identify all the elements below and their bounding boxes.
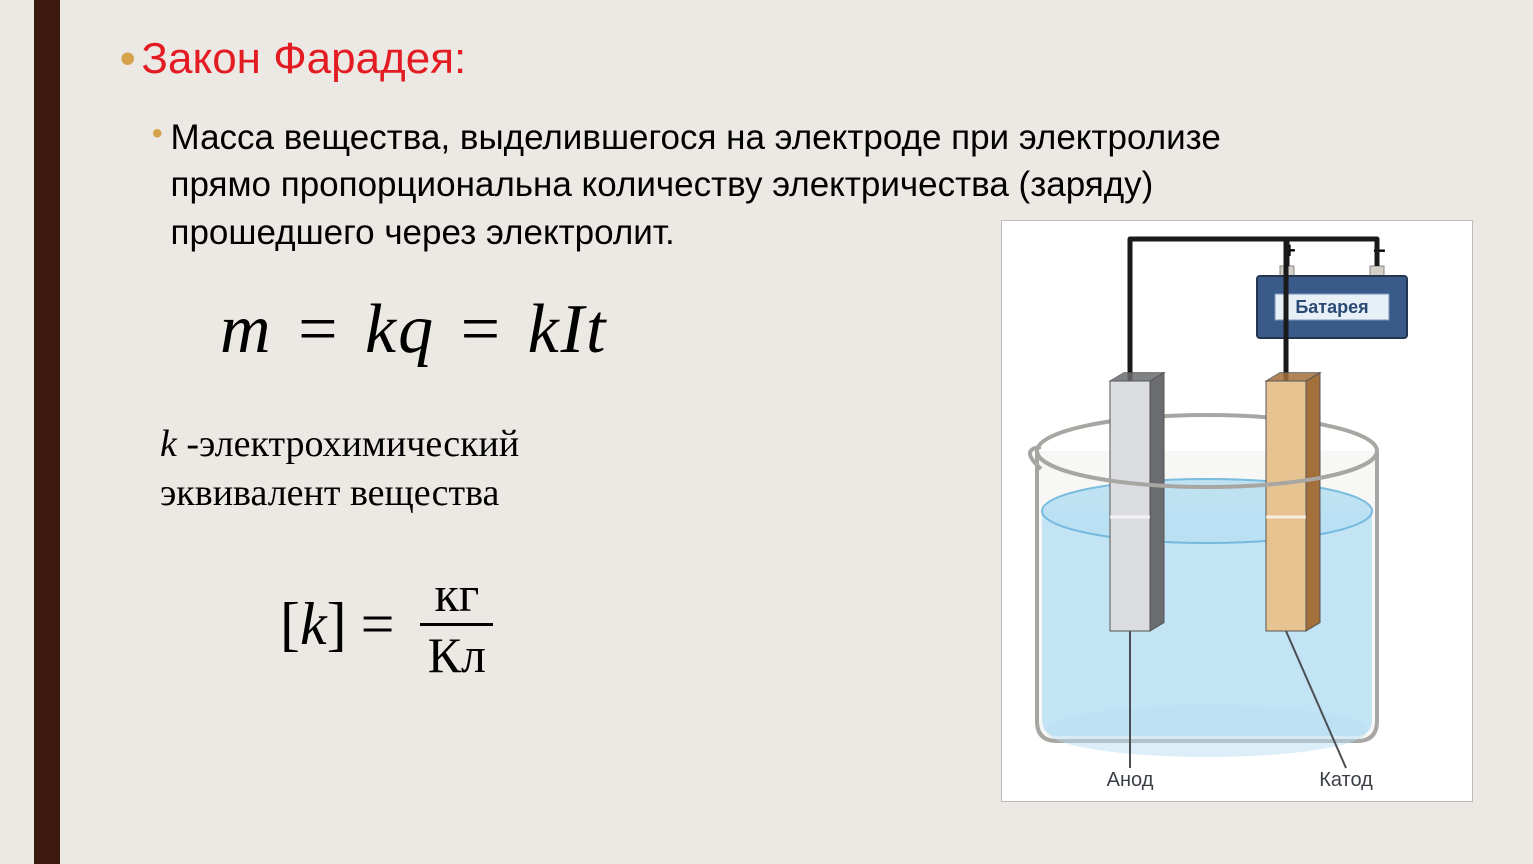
k-desc-line1: -электрохимический	[177, 423, 519, 465]
equals-sign: =	[347, 590, 409, 659]
electrolysis-diagram: +−БатареяАнодКатод	[1001, 220, 1473, 802]
k-desc-line2: эквивалент вещества	[160, 472, 499, 514]
equals-sign: =	[292, 291, 345, 368]
svg-text:Катод: Катод	[1319, 769, 1373, 791]
accent-bar	[34, 0, 60, 864]
formula-kq: kq	[365, 291, 435, 368]
unit-fraction: кг Кл	[420, 569, 493, 680]
bullet-icon: •	[120, 37, 135, 81]
formula-kit: kIt	[528, 291, 608, 368]
slide-title: Закон Фарадея:	[141, 34, 466, 84]
title-row: • Закон Фарадея:	[120, 34, 1460, 84]
formula-m: m	[220, 291, 273, 368]
fraction-numerator: кг	[420, 569, 493, 626]
unit-k: k	[300, 590, 327, 659]
right-bracket: ]	[327, 590, 347, 659]
diagram-svg: +−БатареяАнодКатод	[1002, 221, 1472, 801]
svg-text:Анод: Анод	[1107, 769, 1154, 791]
left-bracket: [	[280, 590, 300, 659]
bullet-icon: •	[152, 114, 163, 153]
svg-text:Батарея: Батарея	[1295, 297, 1368, 317]
fraction-denominator: Кл	[428, 626, 486, 680]
k-symbol: k	[160, 423, 177, 465]
equals-sign: =	[455, 291, 508, 368]
